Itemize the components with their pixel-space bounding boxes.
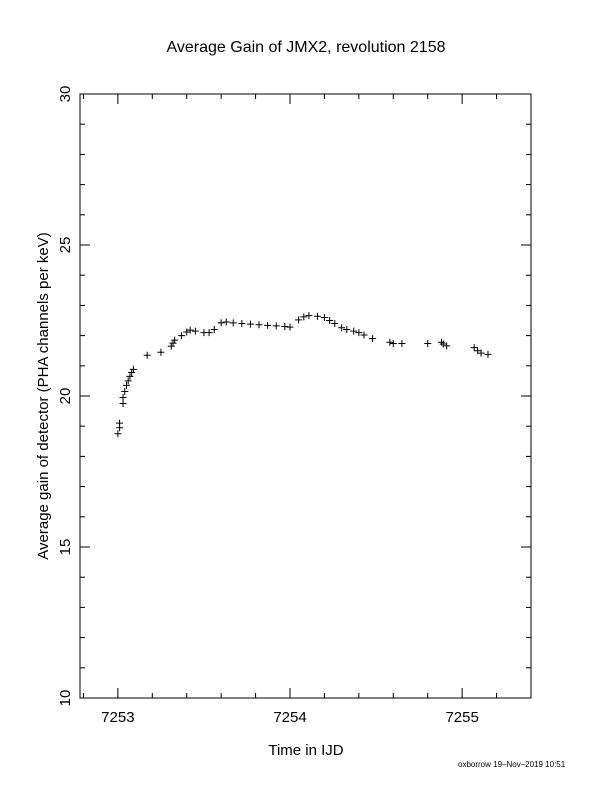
x-tick-label: 7254 [273,709,306,726]
data-point [386,338,394,346]
data-point [398,339,406,347]
data-point [443,342,451,350]
data-point [222,318,230,326]
data-point [205,329,213,337]
plot-frame [79,93,532,699]
data-point [272,322,280,330]
data-point [331,320,339,328]
data-point [314,312,322,320]
data-point [128,368,136,376]
x-axis-label: Time in IJD [268,742,343,759]
data-point [191,327,199,335]
data-point [186,326,194,334]
data-point [360,331,368,339]
data-point [143,351,151,359]
data-point [229,319,237,327]
data-point [350,327,358,335]
y-tick-label: 25 [57,237,74,254]
data-point [355,329,363,337]
y-tick-labels: 10 15 20 25 30 [57,86,74,707]
data-point [369,335,377,343]
data-point [305,312,313,320]
data-point [129,365,137,373]
data-point [178,332,186,340]
data-point [238,320,246,328]
y-tick-label: 10 [57,690,74,707]
data-point [114,430,122,438]
data-point [255,321,263,329]
data-point [126,372,134,380]
data-point [171,336,179,344]
data-point [169,339,177,347]
data-point [264,321,272,329]
data-point [320,313,328,321]
data-point [119,400,127,408]
data-points [114,312,492,438]
data-point [122,381,130,389]
chart-title: Average Gain of JMX2, revolution 2158 [167,39,446,56]
data-point [286,323,294,331]
x-tick-labels: 7253 7254 7255 [101,709,479,726]
data-point [183,328,191,336]
data-point [300,313,308,321]
y-tick-label: 15 [57,539,74,556]
data-point [439,340,447,348]
x-tick-label: 7255 [445,709,478,726]
data-point [389,339,397,347]
data-point [281,323,289,331]
data-point [338,324,346,332]
data-point [119,394,127,402]
data-point [124,377,132,385]
data-point [210,326,218,334]
data-point [121,387,129,395]
data-point [424,339,432,347]
data-point [217,319,225,327]
data-point [246,320,254,328]
footer-timestamp: oxborrow 19–Nov–2019 10:51 [458,760,566,769]
y-tick-label: 30 [57,86,74,103]
axis-ticks [80,93,532,699]
data-point [116,419,124,427]
data-point [157,348,165,356]
x-tick-label: 7253 [101,709,134,726]
data-point [477,349,485,357]
data-point [484,350,492,358]
data-point [326,317,334,324]
data-point [470,344,478,352]
data-point [437,338,445,346]
y-axis-label: Average gain of detector (PHA channels p… [35,232,52,559]
data-point [167,342,175,350]
data-point [295,316,303,324]
y-tick-label: 20 [57,388,74,405]
data-point [343,326,351,334]
